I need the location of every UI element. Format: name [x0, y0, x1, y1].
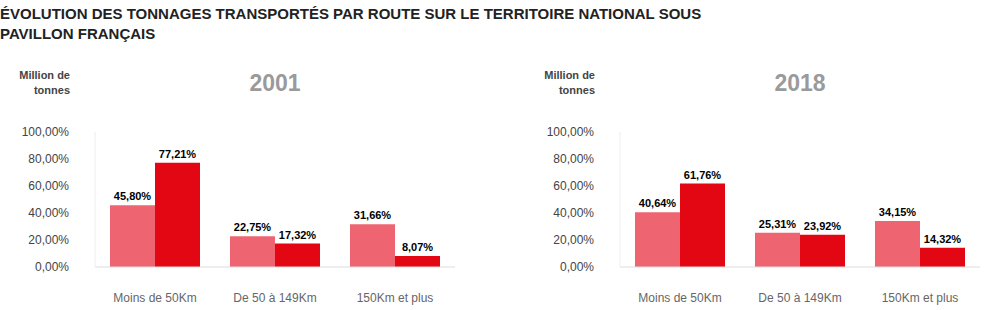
svg-text:61,76%: 61,76%: [684, 169, 722, 181]
svg-text:0,00%: 0,00%: [560, 260, 594, 274]
svg-text:60,00%: 60,00%: [28, 179, 69, 193]
svg-text:Moins de 50Km: Moins de 50Km: [638, 291, 721, 305]
svg-text:Moins de 50Km: Moins de 50Km: [113, 291, 196, 305]
html-text:2018: 2018: [774, 70, 826, 96]
svg-text:100,00%: 100,00%: [22, 125, 70, 139]
svg-text:80,00%: 80,00%: [28, 152, 69, 166]
svg-text:De 50 à 149Km: De 50 à 149Km: [233, 291, 316, 305]
svg-text:23,92%: 23,92%: [804, 220, 842, 232]
html-text:ÉVOLUTION DES TONNAGES TRANSPO: ÉVOLUTION DES TONNAGES TRANSPORTÉS PAR R…: [0, 5, 702, 42]
svg-text:8,07%: 8,07%: [402, 241, 433, 253]
svg-text:31,66%: 31,66%: [354, 209, 392, 221]
svg-text:20,00%: 20,00%: [553, 233, 594, 247]
svg-text:17,32%: 17,32%: [279, 229, 317, 241]
html-text:2001: 2001: [249, 70, 301, 96]
svg-text:De 50 à 149Km: De 50 à 149Km: [758, 291, 841, 305]
svg-text:34,15%: 34,15%: [879, 206, 917, 218]
svg-text:77,21%: 77,21%: [159, 148, 197, 160]
svg-text:45,80%: 45,80%: [114, 190, 152, 202]
svg-text:40,00%: 40,00%: [28, 206, 69, 220]
svg-text:22,75%: 22,75%: [234, 221, 272, 233]
html-text:Million de tonnes: Million de tonnes: [544, 69, 595, 96]
svg-text:40,64%: 40,64%: [639, 197, 677, 209]
svg-text:14,32%: 14,32%: [924, 233, 962, 245]
svg-text:25,31%: 25,31%: [759, 218, 797, 230]
svg-text:0,00%: 0,00%: [35, 260, 69, 274]
svg-text:100,00%: 100,00%: [547, 125, 595, 139]
svg-text:60,00%: 60,00%: [553, 179, 594, 193]
svg-text:80,00%: 80,00%: [553, 152, 594, 166]
html-text:Million de tonnes: Million de tonnes: [19, 69, 70, 96]
svg-text:150Km et plus: 150Km et plus: [882, 291, 959, 305]
svg-text:150Km et plus: 150Km et plus: [357, 291, 434, 305]
svg-text:20,00%: 20,00%: [28, 233, 69, 247]
svg-text:40,00%: 40,00%: [553, 206, 594, 220]
